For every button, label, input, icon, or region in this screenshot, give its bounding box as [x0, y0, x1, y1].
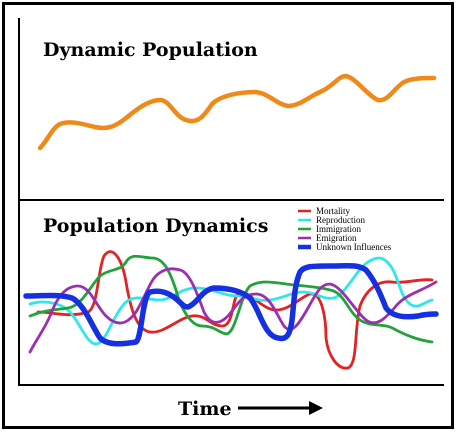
right-arrow-icon: [238, 401, 323, 415]
immigration-line: [28, 254, 434, 344]
figure-frame: [2, 2, 454, 429]
dynamics-lines: [23, 250, 439, 370]
x-axis-label: Time: [178, 398, 232, 420]
mortality-line: [36, 250, 434, 370]
population-line: [37, 73, 437, 151]
legend-label-immigration: Immigration: [316, 224, 361, 234]
legend-label-mortality: Mortality: [316, 206, 350, 216]
bottom-panel-title: Population Dynamics: [43, 215, 268, 237]
top-panel-title: Dynamic Population: [43, 39, 258, 61]
legend-label-emigration: Emigration: [316, 233, 357, 243]
unknown-influences-line: [23, 262, 439, 347]
emigration-line: [28, 267, 438, 354]
legend-label-unknown-influences: Unknown Influences: [316, 242, 392, 252]
legend: Mortality Reproduction Immigration Emigr…: [298, 206, 392, 252]
legend-label-reproduction: Reproduction: [316, 215, 365, 225]
